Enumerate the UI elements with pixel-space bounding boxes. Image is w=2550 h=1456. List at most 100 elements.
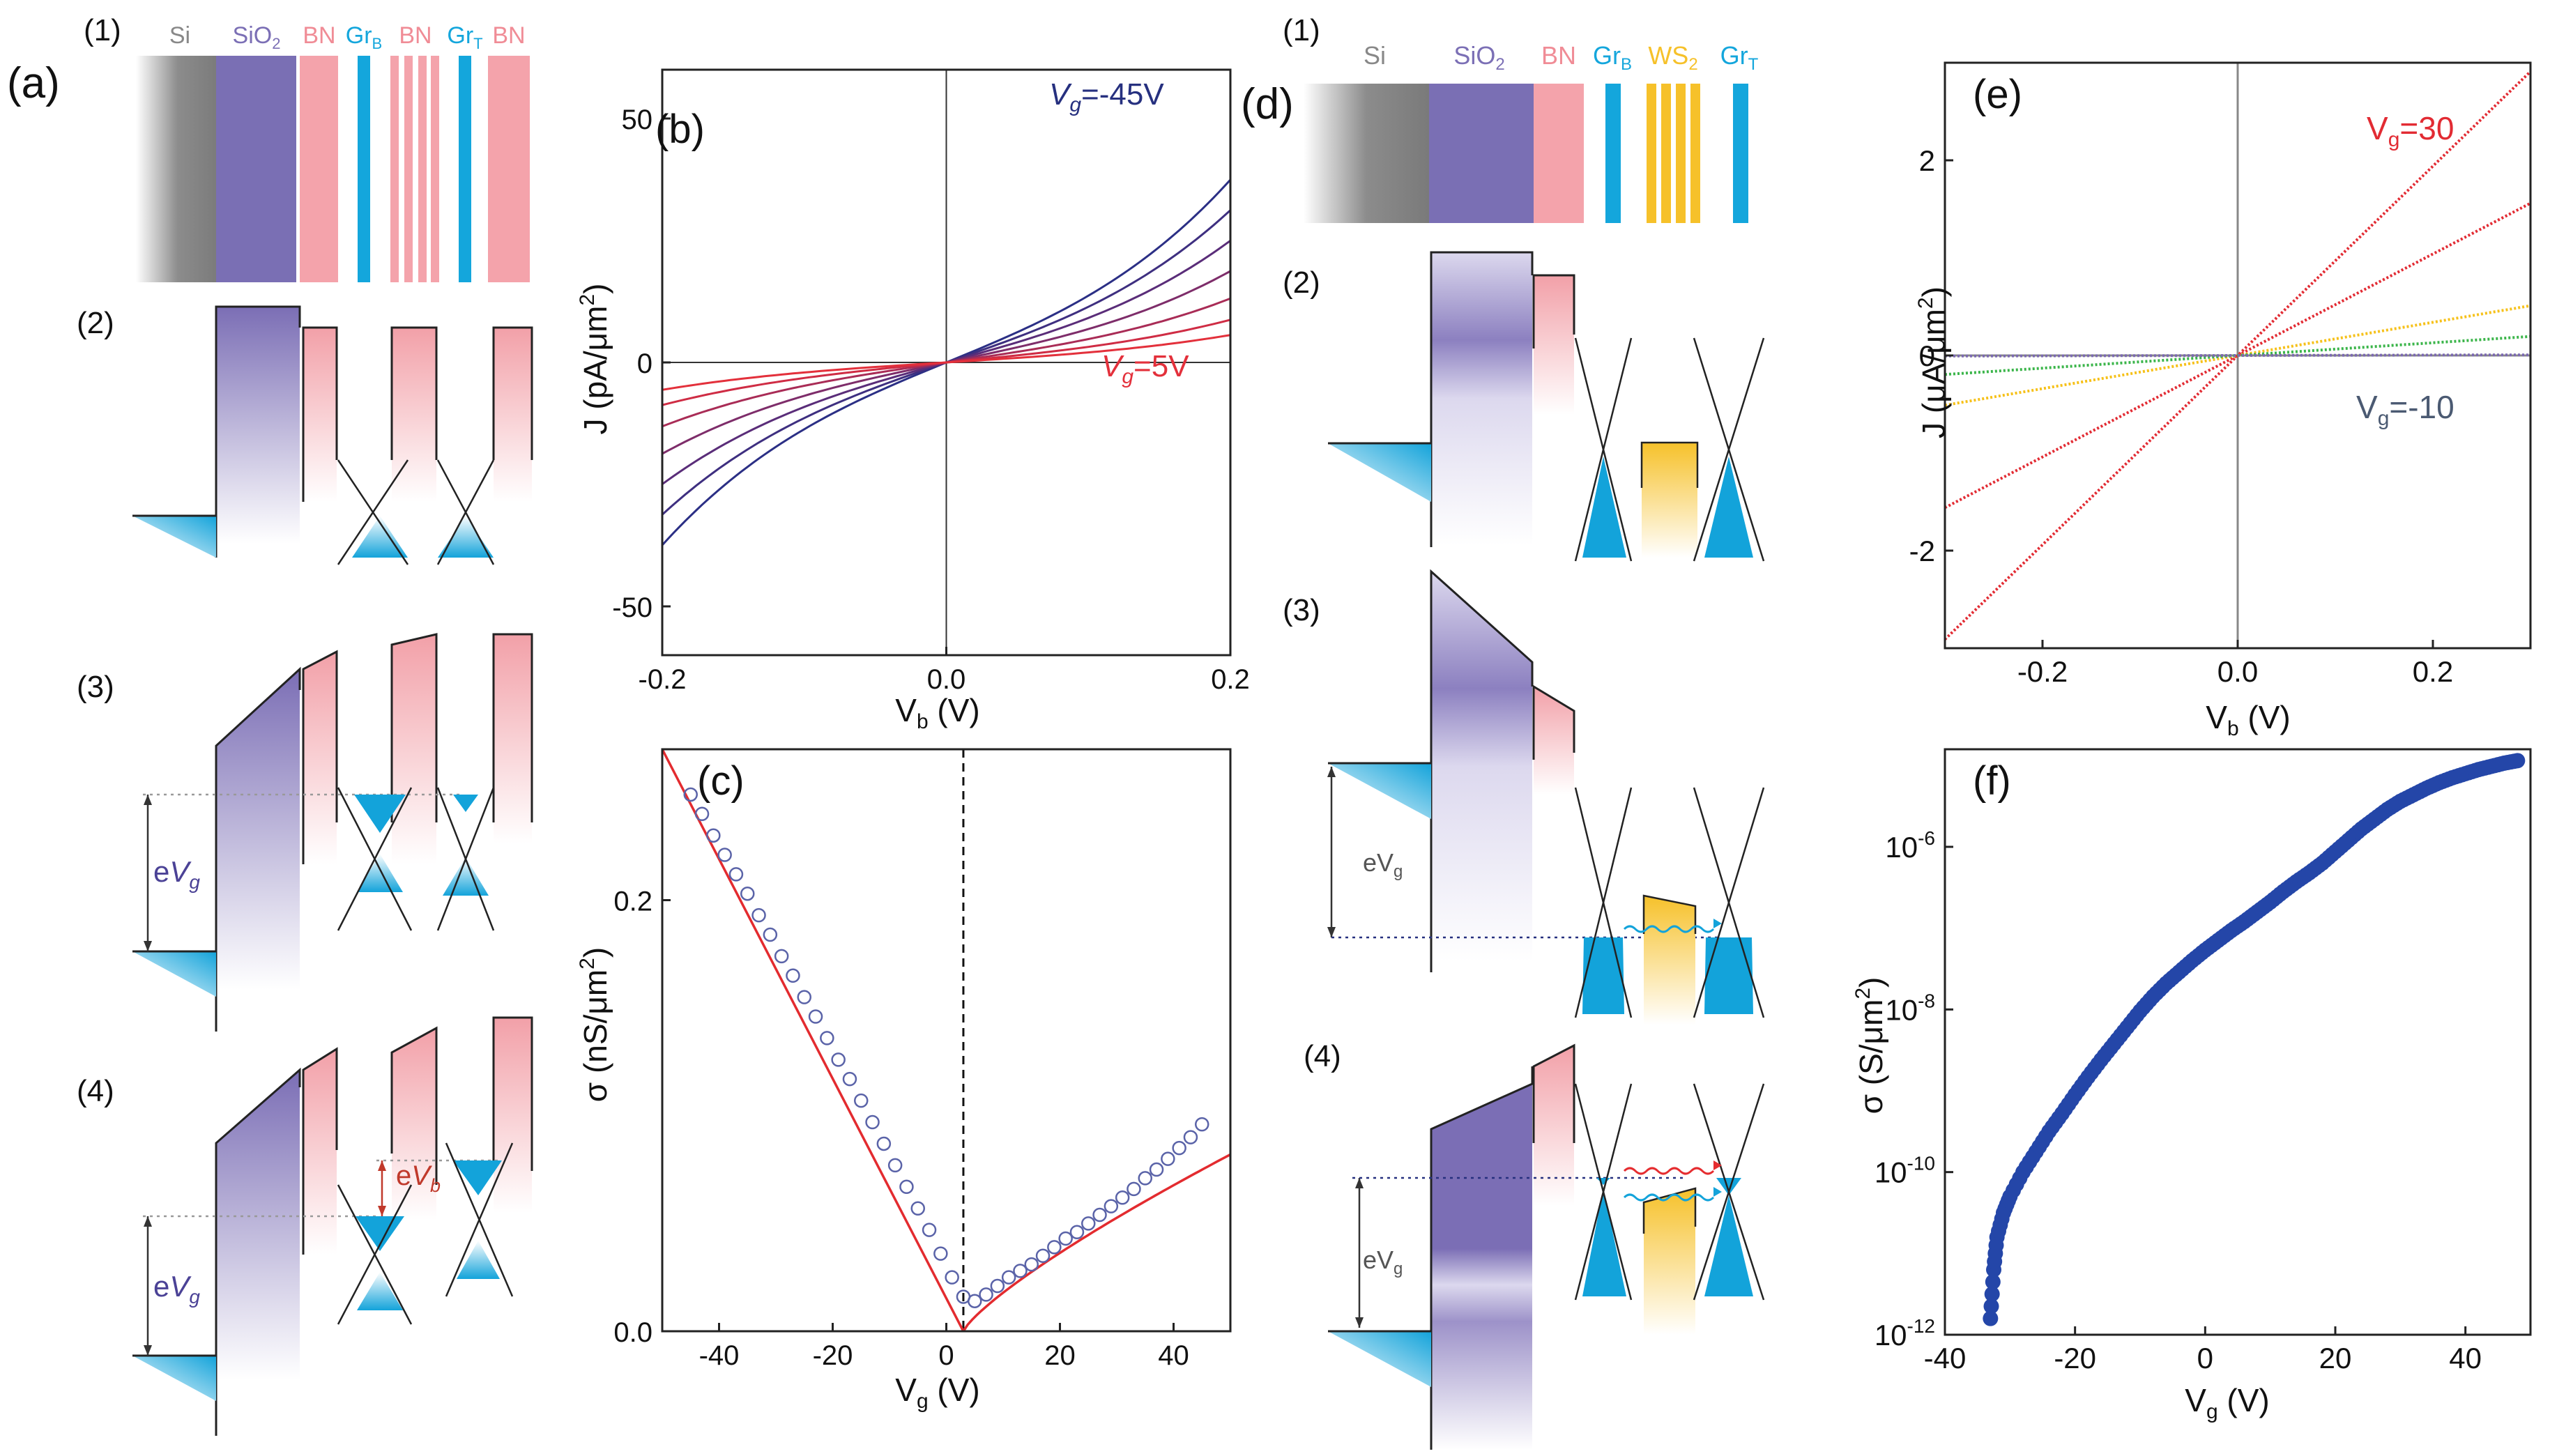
panel-label-d: (d) <box>1241 80 1294 128</box>
chart-f-x-tick-label: -20 <box>2054 1342 2096 1374</box>
chart-c-data-point <box>717 848 732 862</box>
chart-b: -0.2 0.0 0.2 -50 0 50 (b) Vg=-45V Vg=5V Vb (V… <box>576 68 1250 733</box>
chart-f-x-tick-label: -40 <box>1924 1342 1967 1374</box>
chart-c-data-point <box>842 1071 857 1087</box>
chart-e-series-line <box>1944 201 2531 509</box>
chart-c-data-point <box>1024 1257 1039 1272</box>
chart-f-y-tick-label: 10-6 <box>1885 827 1935 864</box>
chart-f-y-tick-base: 10 <box>1875 1319 1907 1351</box>
sub-label-d4: (4) <box>1304 1039 1341 1073</box>
chart-c: -40 -20 0 20 40 0.0 0.2 (c) Vg (V) σ (nS/μm2) <box>576 748 1232 1413</box>
layer-label-bn-1: BN <box>303 22 335 49</box>
chart-f-x-tick-label: 40 <box>2449 1342 2482 1374</box>
chart-c-data-point <box>979 1287 993 1302</box>
sub-label-a3: (3) <box>77 670 114 704</box>
layer-stack-d: Si SiO2 BN GrB WS2 GrT <box>1304 41 1759 223</box>
band-diagram-a2: (2) <box>77 305 533 565</box>
energy-label-evg-a3: eVg <box>153 855 200 893</box>
chart-b-y-label: J (pA/μm2) <box>576 284 613 435</box>
chart-e-y-tick-label: 0 <box>1919 339 1935 372</box>
chart-c-data-point <box>945 1270 959 1285</box>
chart-c-data-point <box>763 927 778 942</box>
chart-c-data-point <box>1195 1117 1209 1132</box>
chart-c-data-point <box>786 968 800 983</box>
chart-c-x-tick-label: 0 <box>938 1340 954 1371</box>
layer-label-d-sio2: SiO2 <box>1453 41 1504 74</box>
chart-c-data-point <box>922 1223 937 1237</box>
chart-c-data-point <box>1069 1225 1085 1239</box>
chart-c-data-point <box>933 1246 948 1261</box>
chart-c-data-point <box>990 1278 1005 1294</box>
energy-label-evb: eVb <box>396 1160 441 1196</box>
panel-label-e: (e) <box>1973 72 2022 117</box>
chart-c-data-point <box>1115 1190 1130 1205</box>
chart-c-x-tick-label: 40 <box>1158 1340 1189 1371</box>
chart-c-x-tick-label: -40 <box>699 1340 740 1371</box>
chart-f-y-label: σ (S/μm2) <box>1852 977 1889 1114</box>
chart-c-y-tick-label: 0.2 <box>613 886 652 917</box>
chart-c-data-point <box>706 828 721 843</box>
sub-label-a2: (2) <box>77 306 114 340</box>
chart-c-data-point <box>683 787 698 802</box>
chart-c-data-point <box>1172 1140 1186 1156</box>
chart-f-y-tick-exp: -6 <box>1918 827 1935 849</box>
chart-c-data-point <box>1149 1162 1164 1177</box>
layer-label-sio2: SiO2 <box>233 22 281 52</box>
chart-c-data-point <box>1047 1240 1062 1255</box>
panel-label-a: (a) <box>7 59 60 107</box>
chart-f-data-point <box>2506 753 2522 769</box>
chart-c-x-tick-label: 20 <box>1044 1340 1076 1371</box>
sub-label-a1: (1) <box>84 13 121 47</box>
chart-c-data-point <box>751 907 766 923</box>
sub-label-a4: (4) <box>77 1074 114 1108</box>
chart-e-y-tick-label: 2 <box>1919 144 1935 177</box>
layer-label-d-grt: GrT <box>1720 41 1759 74</box>
chart-e-annotation-bottom: Vg=-10 <box>2356 389 2454 430</box>
chart-e-y-label: J (μA/μm2) <box>1914 286 1952 438</box>
chart-c-data-point <box>865 1114 880 1130</box>
panel-label-c: (c) <box>697 758 745 804</box>
band-diagram-d3: (3) eVg <box>1283 569 1765 1025</box>
chart-c-data-point <box>1001 1270 1016 1285</box>
layer-label-d-bn: BN <box>1541 41 1576 70</box>
band-diagram-a3: (3) eVg <box>77 633 533 1032</box>
chart-c-data-point <box>820 1031 834 1045</box>
panel-a: (a) (1) Si SiO2 BN GrB BN GrT BN (2) <box>7 13 533 1436</box>
sub-label-d1: (1) <box>1283 13 1320 47</box>
energy-label-evg-a4: eVg <box>153 1270 200 1308</box>
chart-c-data-point <box>1104 1199 1119 1213</box>
chart-f-x-tick-label: 20 <box>2319 1342 2352 1374</box>
chart-f-y-tick-base: 10 <box>1885 831 1918 864</box>
chart-b-x-tick-label: 0.0 <box>927 664 966 695</box>
layer-label-d-ws2: WS2 <box>1648 41 1697 74</box>
chart-b-x-tick-label: 0.2 <box>1211 664 1250 695</box>
chart-c-data-point <box>876 1136 892 1151</box>
chart-c-data-point <box>831 1052 846 1067</box>
chart-b-annotation-top: Vg=-45V <box>1049 77 1164 116</box>
energy-label-evg-d3: eVg <box>1363 848 1403 881</box>
layer-label-grt: GrT <box>447 22 482 52</box>
chart-c-data-point <box>1127 1181 1141 1197</box>
layer-label-d-si: Si <box>1364 41 1386 70</box>
chart-f-data-point <box>1988 1237 2004 1253</box>
energy-label-evg-d4: eVg <box>1363 1246 1403 1278</box>
chart-b-y-tick-label: 0 <box>637 348 652 379</box>
sub-label-d3: (3) <box>1283 593 1320 627</box>
chart-b-x-tick-label: -0.2 <box>639 664 687 695</box>
chart-c-y-label: σ (nS/μm2) <box>576 947 613 1102</box>
band-diagram-d2: (2) <box>1283 251 1765 562</box>
chart-c-data-point <box>1035 1248 1051 1264</box>
chart-b-x-label: Vb (V) <box>895 692 979 733</box>
chart-c-data-point <box>1013 1264 1028 1278</box>
chart-f-x-tick-label: 0 <box>2197 1342 2213 1374</box>
chart-c-data-point <box>808 1009 823 1024</box>
chart-f-y-tick-exp: -12 <box>1907 1315 1935 1337</box>
layer-stack-a: Si SiO2 BN GrB BN GrT BN <box>136 22 530 282</box>
chart-c-data-point <box>728 867 744 882</box>
chart-c-data-point <box>899 1179 914 1195</box>
chart-c-plot-area: -40 -20 0 20 40 0.0 0.2 <box>613 748 1232 1371</box>
chart-f-y-tick-label: 10-10 <box>1875 1153 1935 1189</box>
chart-e-x-tick-label: 0.2 <box>2413 655 2453 688</box>
layer-label-d-grb: GrB <box>1593 41 1632 74</box>
